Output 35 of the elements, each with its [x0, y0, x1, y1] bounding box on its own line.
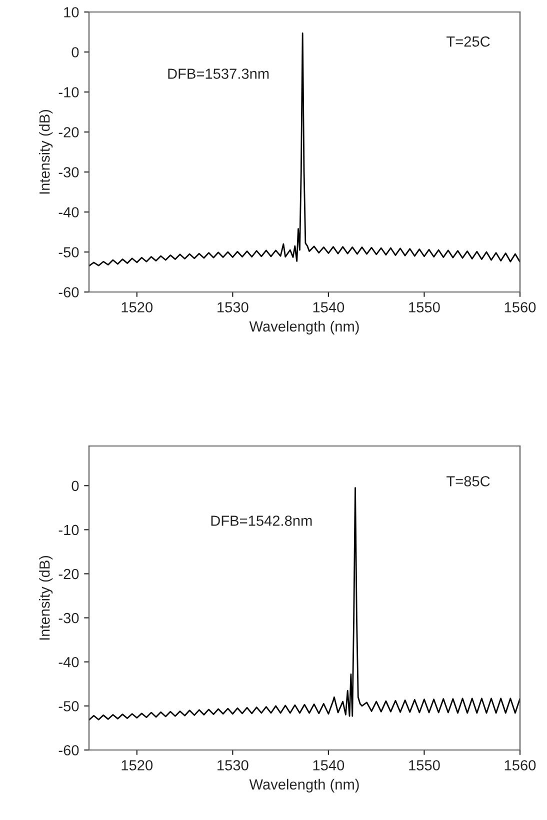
y-tick-label: -50 — [58, 701, 79, 712]
y-tick-label: 0 — [72, 480, 79, 492]
x-tick-label: 1530 — [218, 302, 248, 312]
y-tick-label: -60 — [58, 287, 79, 298]
y-tick-label: -10 — [58, 524, 79, 536]
y-tick-label: -60 — [58, 745, 79, 756]
x-tick-label: 1530 — [218, 760, 248, 770]
annotation: T=85C — [446, 476, 490, 486]
y-tick-label: -10 — [58, 87, 79, 98]
y-tick-label: -30 — [58, 167, 79, 178]
annotation: DFB=1542.8nm — [211, 516, 312, 526]
x-tick-label: 1560 — [504, 302, 536, 312]
x-tick-label: 1550 — [409, 760, 440, 770]
y-tick-label: 10 — [64, 7, 79, 18]
x-tick-label: 1520 — [122, 760, 153, 770]
y-tick-label: -40 — [58, 207, 79, 218]
y-tick-label: 0 — [72, 47, 79, 58]
x-axis-title: Wavelength (nm) — [249, 778, 359, 792]
x-tick-label: 1540 — [313, 302, 344, 312]
y-tick-label: -20 — [58, 127, 79, 138]
annotation: T=25C — [446, 36, 490, 47]
line-series — [89, 32, 520, 267]
x-tick-label: 1560 — [504, 760, 536, 770]
line-series — [89, 487, 520, 721]
y-tick-label: -40 — [58, 656, 79, 668]
x-tick-label: 1520 — [122, 302, 153, 312]
x-tick-label: 1550 — [409, 302, 440, 312]
x-axis-title: Wavelength (nm) — [249, 320, 359, 334]
y-tick-label: -20 — [58, 568, 79, 580]
y-tick-label: -50 — [58, 247, 79, 258]
y-tick-label: -30 — [58, 612, 79, 624]
y-axis-title: Intensity (dB) — [39, 556, 53, 640]
annotation: DFB=1537.3nm — [168, 68, 269, 79]
x-tick-label: 1540 — [313, 760, 344, 770]
y-axis-title: Intensity (dB) — [39, 110, 53, 194]
